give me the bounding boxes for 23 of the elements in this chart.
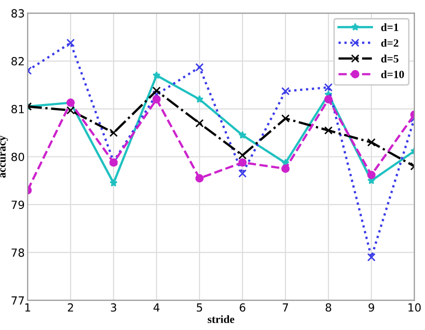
- x-tick-label: 8: [326, 303, 332, 312]
- x-tick-label: 6: [240, 303, 246, 312]
- legend-label: d=2: [381, 38, 398, 47]
- legend-label: d=10: [381, 70, 404, 78]
- y-tick-label: 81: [11, 104, 24, 114]
- x-tick-label: 7: [282, 303, 288, 312]
- y-tick-label: 83: [11, 9, 24, 18]
- x-axis-title: stride: [208, 315, 234, 324]
- x-tick-label: 2: [68, 303, 74, 312]
- x-tick-label: 9: [368, 303, 374, 312]
- y-tick-label: 78: [12, 248, 24, 257]
- x-tick-label: 5: [196, 303, 202, 312]
- y-tick-label: 77: [12, 296, 24, 305]
- y-axis-title: accuracy: [0, 136, 8, 178]
- x-tick-label: 4: [154, 303, 160, 312]
- y-tick-label: 82: [11, 57, 24, 66]
- x-tick-label: 1: [25, 303, 30, 312]
- y-tick-label: 79: [12, 200, 24, 209]
- x-tick-label: 10: [408, 303, 421, 312]
- y-tick-label: 80: [11, 152, 24, 162]
- legend-label: d=1: [381, 23, 398, 32]
- x-tick-label: 3: [110, 303, 116, 312]
- legend-label: d=5: [381, 54, 398, 62]
